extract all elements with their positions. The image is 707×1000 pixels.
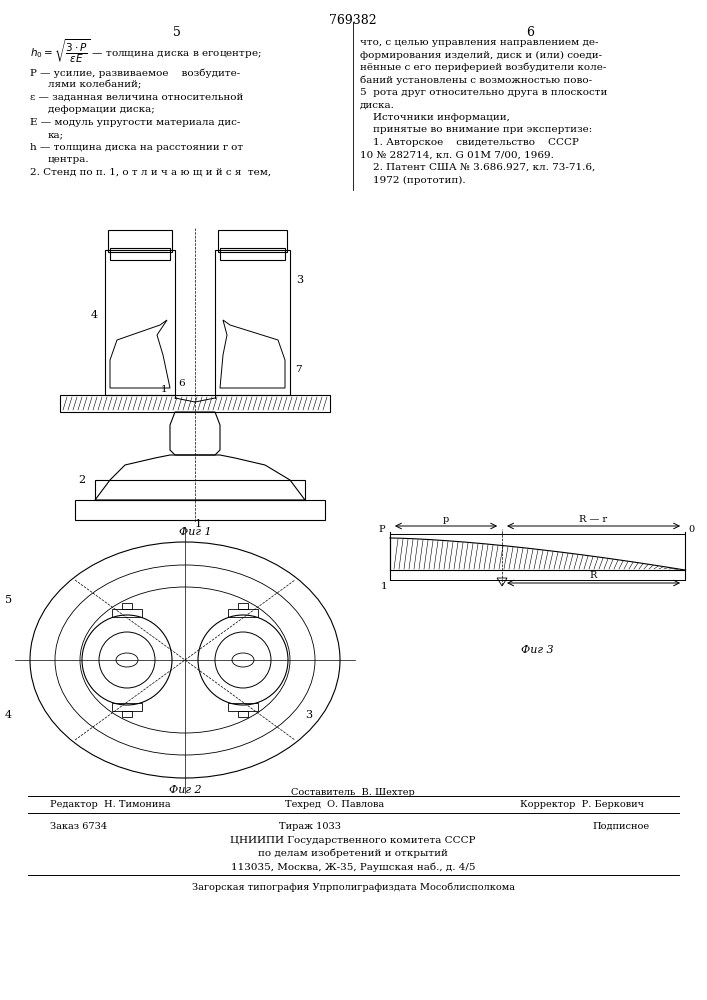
Text: 2. Патент США № 3.686.927, кл. 73-71.6,: 2. Патент США № 3.686.927, кл. 73-71.6,	[360, 163, 595, 172]
Text: Фиг 1: Фиг 1	[179, 527, 211, 537]
Text: ка;: ка;	[48, 130, 64, 139]
Bar	[75, 500, 325, 520]
Text: что, с целью управления направлением де-: что, с целью управления направлением де-	[360, 38, 599, 47]
Text: 6: 6	[526, 26, 534, 39]
Text: 1: 1	[195, 519, 202, 529]
Text: Заказ 6734: Заказ 6734	[50, 822, 107, 831]
Text: 2: 2	[78, 475, 85, 485]
Bar	[60, 395, 330, 412]
Text: диска.: диска.	[360, 101, 395, 109]
Bar	[218, 230, 287, 252]
Text: 1972 (прототип).: 1972 (прототип).	[360, 176, 466, 185]
Text: принятые во внимание при экспертизе:: принятые во внимание при экспертизе:	[360, 125, 592, 134]
Bar	[105, 250, 175, 395]
Text: h — толщина диска на расстоянии r от: h — толщина диска на расстоянии r от	[30, 143, 243, 152]
Bar	[228, 703, 258, 711]
Bar	[110, 248, 170, 260]
Text: 1: 1	[160, 385, 167, 394]
Bar	[112, 703, 142, 711]
Bar	[220, 248, 285, 260]
Text: Составитель  В. Шехтер: Составитель В. Шехтер	[291, 788, 415, 797]
Text: лями колебаний;: лями колебаний;	[48, 81, 141, 90]
Bar	[238, 711, 248, 717]
Text: 4: 4	[5, 710, 12, 720]
Text: 7: 7	[295, 365, 302, 374]
Text: Редактор  Н. Тимонина: Редактор Н. Тимонина	[50, 800, 170, 809]
Text: нённые с его периферией возбудители коле-: нённые с его периферией возбудители коле…	[360, 63, 607, 73]
Text: ε — заданная величина относительной: ε — заданная величина относительной	[30, 93, 243, 102]
Text: 5: 5	[173, 26, 181, 39]
Bar	[122, 711, 132, 717]
Text: баний установлены с возможностью пово-: баний установлены с возможностью пово-	[360, 76, 592, 85]
Bar	[112, 609, 142, 617]
Text: центра.: центра.	[48, 155, 90, 164]
Text: формирования изделий, диск и (или) соеди-: формирования изделий, диск и (или) соеди…	[360, 50, 602, 60]
Text: Техред  О. Павлова: Техред О. Павлова	[285, 800, 384, 809]
Bar	[122, 603, 132, 609]
Text: 5: 5	[5, 595, 12, 605]
Text: 3: 3	[296, 275, 303, 285]
Text: R — r: R — r	[580, 515, 607, 524]
Text: Подписное: Подписное	[593, 822, 650, 831]
Bar	[215, 250, 290, 395]
Text: 769382: 769382	[329, 14, 377, 27]
Text: Загорская типография Упрполиграфиздата Мособлисполкома: Загорская типография Упрполиграфиздата М…	[192, 883, 515, 892]
Text: Тираж 1033: Тираж 1033	[279, 822, 341, 831]
Text: 6: 6	[178, 378, 185, 387]
Text: p: p	[443, 515, 449, 524]
Bar	[95, 480, 305, 500]
Bar	[108, 230, 172, 252]
Text: 1: 1	[380, 582, 387, 591]
Text: P: P	[378, 524, 385, 534]
Text: 4: 4	[91, 310, 98, 320]
Text: по делам изобретений и открытий: по делам изобретений и открытий	[258, 849, 448, 858]
Bar	[238, 603, 248, 609]
Text: 5  рота друг относительно друга в плоскости: 5 рота друг относительно друга в плоскос…	[360, 88, 607, 97]
Text: ЦНИИПИ Государственного комитета СССР: ЦНИИПИ Государственного комитета СССР	[230, 836, 476, 845]
Text: E — модуль упругости материала дис-: E — модуль упругости материала дис-	[30, 118, 240, 127]
Text: R: R	[590, 571, 597, 580]
Text: деформации диска;: деформации диска;	[48, 105, 155, 114]
Text: P — усилие, развиваемое    возбудите-: P — усилие, развиваемое возбудите-	[30, 68, 240, 78]
Text: Источники информации,: Источники информации,	[360, 113, 510, 122]
Text: 1. Авторское    свидетельство    СССР: 1. Авторское свидетельство СССР	[360, 138, 579, 147]
Text: Корректор  Р. Беркович: Корректор Р. Беркович	[520, 800, 644, 809]
Text: 0: 0	[688, 524, 694, 534]
Text: 3: 3	[305, 710, 312, 720]
Bar	[228, 609, 258, 617]
Text: $h_0 = \sqrt{\dfrac{3 \cdot P}{\varepsilon E}}$ — толщина диска в егоцентре;: $h_0 = \sqrt{\dfrac{3 \cdot P}{\varepsil…	[30, 38, 262, 66]
Text: Фиг 2: Фиг 2	[169, 785, 201, 795]
Text: Фиг 3: Фиг 3	[521, 645, 554, 655]
Text: 10 № 282714, кл. G 01M 7/00, 1969.: 10 № 282714, кл. G 01M 7/00, 1969.	[360, 150, 554, 159]
Text: 2. Стенд по п. 1, о т л и ч а ю щ и й с я  тем,: 2. Стенд по п. 1, о т л и ч а ю щ и й с …	[30, 168, 271, 177]
Text: 113035, Москва, Ж-35, Раушская наб., д. 4/5: 113035, Москва, Ж-35, Раушская наб., д. …	[230, 862, 475, 871]
